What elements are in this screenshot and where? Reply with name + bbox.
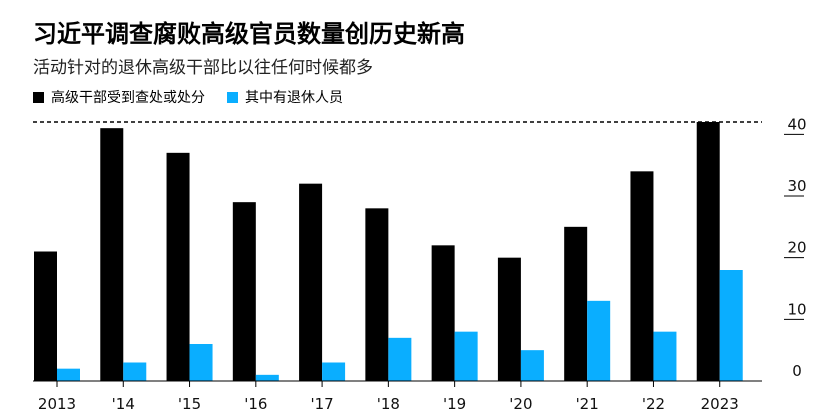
x-tick-label-8: '21 [576,395,599,413]
bar-series-a-9 [630,171,654,381]
bar-series-a-0 [34,251,57,381]
y-tick-label-4: 40 [787,115,806,133]
bar-series-b-6 [454,331,478,381]
y-tick-label-0: 0 [792,362,802,380]
legend-label-series-a: 高级干部受到查处或处分 [51,90,205,106]
bar-series-b-2 [189,344,213,381]
x-tick-label-3: '16 [244,395,267,413]
bar-series-a-8 [564,226,588,381]
bar-series-b-7 [520,350,544,381]
chart-subtitle: 活动针对的退休高级干部比以往任何时候都多 [33,58,373,78]
chart-title: 习近平调查腐败高级官员数量创历史新高 [33,20,465,48]
x-tick-label-5: '18 [377,395,400,413]
x-tick-label-7: '20 [509,395,532,413]
x-tick-label-9: '22 [642,395,665,413]
bar-series-b-0 [57,368,80,381]
y-tick-label-2: 20 [787,239,806,257]
bar-series-b-5 [388,337,412,381]
x-tick-label-0: 2013 [38,395,76,413]
x-tick-label-1: '14 [112,395,135,413]
legend: 高级干部受到查处或处分 其中有退休人员 [33,87,365,107]
y-tick-label-3: 30 [787,177,806,195]
bar-series-a-7 [497,257,521,381]
bar-series-a-2 [166,152,190,381]
bar-series-b-4 [322,362,346,381]
bar-series-a-10 [696,122,720,381]
bar-series-a-4 [299,183,323,381]
legend-item-series-a: 高级干部受到查处或处分 [33,87,205,107]
bar-series-b-1 [123,362,147,381]
bar-series-a-6 [431,245,455,381]
legend-label-series-b: 其中有退休人员 [245,90,343,106]
legend-swatch-series-a [33,91,44,103]
bar-series-b-8 [587,300,611,381]
x-tick-label-6: '19 [443,395,466,413]
bar-series-b-9 [653,331,677,381]
bar-series-a-5 [365,208,389,381]
bar-series-a-3 [232,202,256,381]
y-tick-label-1: 10 [787,300,806,318]
x-tick-label-4: '17 [310,395,333,413]
bar-series-a-1 [100,128,124,381]
legend-item-series-b: 其中有退休人员 [227,87,343,107]
x-tick-label-10: 2023 [701,395,739,413]
bar-series-b-10 [719,270,743,381]
legend-swatch-series-b [227,91,238,103]
x-tick-label-2: '15 [178,395,201,413]
bar-series-b-3 [255,374,279,381]
